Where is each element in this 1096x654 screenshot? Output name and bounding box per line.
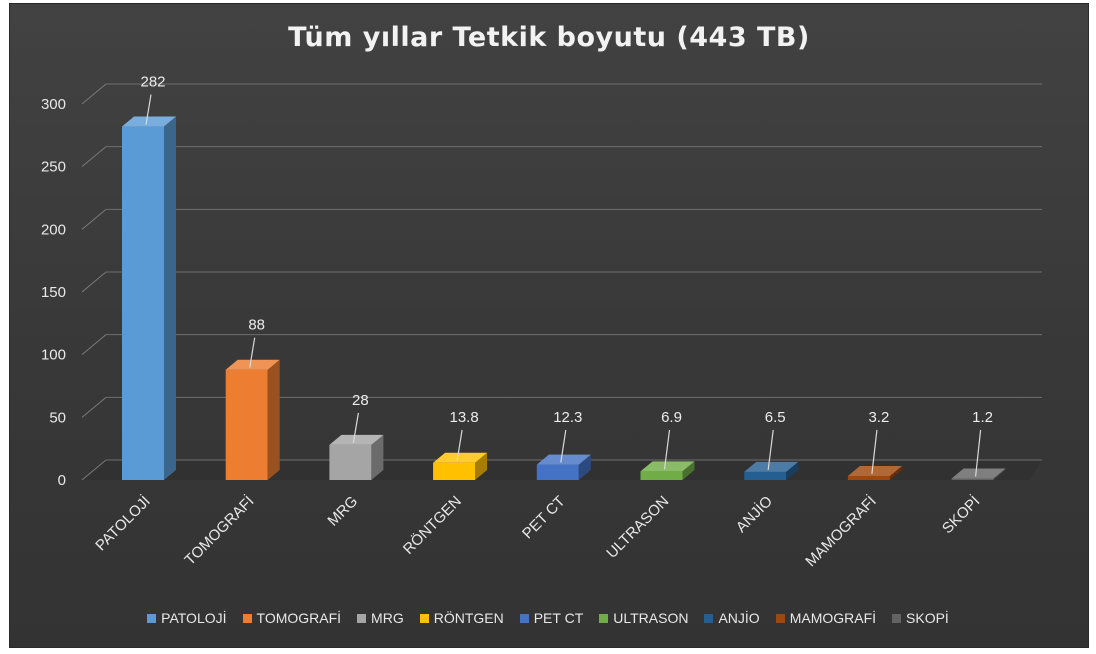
bar-top xyxy=(225,359,280,370)
legend-label: RÖNTGEN xyxy=(433,610,504,626)
y-tick-label: 150 xyxy=(41,284,66,301)
legend-item: PET CT xyxy=(519,610,584,626)
data-label-leader xyxy=(975,429,982,477)
bar-top xyxy=(329,434,384,445)
data-label: 282 xyxy=(140,74,165,91)
bar-top xyxy=(433,452,488,463)
y-tick-label: 100 xyxy=(41,347,66,364)
x-tick-label: RÖNTGEN xyxy=(399,492,465,558)
legend-item: ANJİO xyxy=(704,610,760,626)
bar-top xyxy=(744,461,799,472)
bar xyxy=(433,462,476,480)
legend-item: ULTRASON xyxy=(599,610,688,626)
bar-side xyxy=(682,461,695,480)
x-tick-label: MRG xyxy=(324,493,361,530)
legend-swatch xyxy=(599,613,609,623)
legend-swatch xyxy=(519,613,529,623)
gridline-depth xyxy=(81,271,107,293)
legend-swatch xyxy=(357,613,367,623)
gridline-depth xyxy=(81,459,107,481)
bar-top xyxy=(951,468,1006,479)
data-label-leader xyxy=(560,429,567,463)
gridline-depth xyxy=(81,334,107,356)
x-tick-label: MAMOGRAFİ xyxy=(802,492,880,570)
gridline-depth xyxy=(81,146,107,168)
legend-item: SKOPİ xyxy=(892,610,949,626)
gridline-depth xyxy=(81,396,107,418)
bar-side xyxy=(786,461,799,480)
legend-swatch xyxy=(147,613,157,623)
bar-side xyxy=(889,465,902,480)
chart-frame: Tüm yıllar Tetkik boyutu (443 TB) xyxy=(10,4,1088,647)
bar-top xyxy=(847,465,902,476)
data-label: 6.5 xyxy=(765,409,786,426)
legend-label: ANJİO xyxy=(718,610,760,626)
data-label-leader xyxy=(871,429,878,475)
bar-side xyxy=(267,359,280,480)
bar xyxy=(122,126,164,480)
bar xyxy=(640,471,683,480)
legend-swatch xyxy=(419,613,429,623)
legend-item: PATOLOJİ xyxy=(147,610,227,626)
bar-side xyxy=(578,454,591,480)
bar xyxy=(847,475,890,480)
chart-legend: PATOLOJİ TOMOGRAFİ MRG RÖNTGEN PET CT ULTRASO… xyxy=(0,610,1096,626)
x-tick-label: PATOLOJİ xyxy=(92,492,154,554)
x-tick-label: SKOPİ xyxy=(938,492,983,537)
legend-swatch xyxy=(775,613,785,623)
bar xyxy=(744,471,787,480)
data-label: 28 xyxy=(352,392,369,409)
chart-title: Tüm yıllar Tetkik boyutu (443 TB) xyxy=(288,22,810,53)
gridline-depth xyxy=(81,208,107,230)
bar-side xyxy=(371,434,384,480)
bar-side xyxy=(164,116,176,480)
x-tick-label: PET CT xyxy=(519,493,569,543)
legend-swatch xyxy=(242,613,252,623)
data-label-leader xyxy=(663,429,671,470)
legend-label: SKOPİ xyxy=(906,610,949,626)
y-tick-label: 300 xyxy=(41,96,66,113)
data-label-leader xyxy=(767,429,774,470)
legend-label: PET CT xyxy=(533,610,584,626)
y-tick-label: 200 xyxy=(41,221,66,238)
legend-label: MRG xyxy=(371,610,404,626)
legend-label: PATOLOJİ xyxy=(161,610,227,626)
bar-side xyxy=(475,452,488,480)
data-label-leader xyxy=(456,429,463,461)
data-label: 12.3 xyxy=(553,409,582,426)
bar xyxy=(951,478,994,480)
bar xyxy=(329,444,372,480)
data-label-leader xyxy=(249,337,256,368)
bar xyxy=(225,369,268,480)
x-tick-label: ULTRASON xyxy=(603,493,672,562)
y-tick-label: 50 xyxy=(49,409,66,426)
legend-label: ULTRASON xyxy=(613,610,689,626)
bar-side xyxy=(993,468,1006,480)
y-tick-label: 0 xyxy=(58,472,66,489)
data-label: 3.2 xyxy=(868,409,889,426)
legend-swatch xyxy=(892,613,902,623)
legend-item: MRG xyxy=(357,610,404,626)
x-tick-label: ANJİO xyxy=(732,492,776,536)
x-tick-label: TOMOGRAFİ xyxy=(181,492,258,569)
legend-label: MAMOGRAFİ xyxy=(789,610,877,626)
legend-item: TOMOGRAFİ xyxy=(242,610,342,626)
data-label: 88 xyxy=(248,317,265,334)
legend-item: MAMOGRAFİ xyxy=(775,610,877,626)
data-label-leader xyxy=(352,412,359,444)
data-label: 1.2 xyxy=(972,409,993,426)
data-label-leader xyxy=(145,94,152,125)
y-tick-label: 250 xyxy=(41,159,66,176)
legend-swatch xyxy=(704,613,714,623)
bar-top xyxy=(122,116,176,127)
data-label: 6.9 xyxy=(661,409,682,426)
legend-item: RÖNTGEN xyxy=(419,610,504,626)
bar-top xyxy=(640,461,695,472)
gridline-depth xyxy=(81,83,107,105)
legend-label: TOMOGRAFİ xyxy=(256,610,342,626)
bar xyxy=(536,464,579,480)
data-label: 13.8 xyxy=(449,409,478,426)
bar-top xyxy=(536,454,591,465)
